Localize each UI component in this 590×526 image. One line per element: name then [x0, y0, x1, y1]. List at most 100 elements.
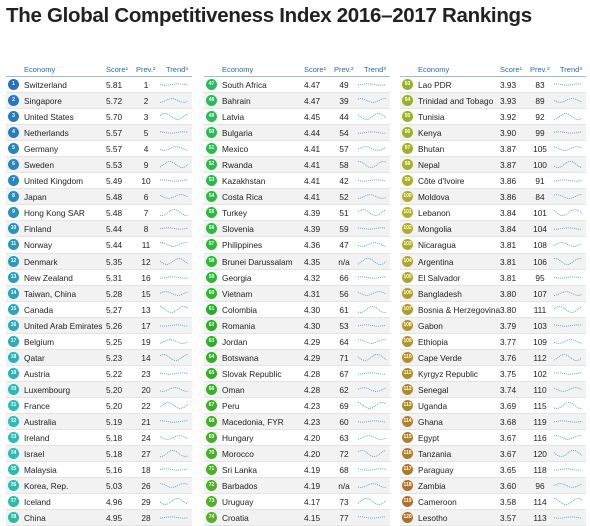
- sparkline-path: [357, 435, 387, 440]
- rank-badge: 96: [402, 127, 413, 139]
- economy: Brunei Darussalam: [222, 256, 293, 267]
- score: 5.25: [106, 336, 123, 347]
- sparkline-path: [357, 483, 387, 489]
- score: 5.57: [106, 144, 123, 155]
- rank-badge: 117: [402, 464, 413, 476]
- sparkline-path: [553, 386, 583, 392]
- economy: Philippines: [222, 240, 263, 251]
- trend-sparkline: [357, 146, 387, 152]
- sparkline-path: [159, 227, 189, 231]
- economy: Tunisia: [418, 112, 445, 123]
- sparkline-path: [553, 161, 583, 169]
- score: 4.39: [304, 224, 321, 235]
- score: 3.93: [500, 80, 517, 90]
- trend-sparkline: [553, 305, 583, 313]
- rank-badge: 105: [402, 271, 413, 283]
- trend-sparkline: [159, 468, 189, 471]
- table-row: 50 Bulgaria 4.44 54: [204, 125, 390, 142]
- rank-badge: 116: [402, 448, 413, 460]
- table-row: 58 Brunei Darussalam 4.35 n/a: [204, 253, 390, 270]
- table-row: 47 South Africa 4.47 49: [204, 77, 390, 94]
- trend-sparkline: [554, 435, 582, 440]
- rank-badge: 54: [206, 191, 217, 203]
- table-row: 23 Ireland 5.18 24: [6, 430, 192, 447]
- sparkline-path: [553, 113, 583, 121]
- rank-badge: 4: [8, 127, 19, 139]
- previous-rank: 112: [533, 352, 547, 363]
- score: 4.17: [304, 497, 321, 508]
- header-cell: Score¹: [106, 65, 129, 74]
- sparkline-path: [553, 242, 583, 248]
- previous-rank: 26: [141, 481, 151, 492]
- economy: Argentina: [418, 256, 454, 267]
- table-row: 72 Barbados 4.19 n/a: [204, 478, 390, 495]
- economy: Latvia: [222, 112, 245, 123]
- table-row: 13 New Zealand 5.31 16: [6, 270, 192, 286]
- table-row: 60 Vietnam 4.31 56: [204, 285, 390, 302]
- rank-badge: 65: [206, 367, 217, 379]
- previous-rank: 116: [533, 433, 547, 444]
- economy: Hong Kong SAR: [24, 208, 85, 219]
- economy: Qatar: [24, 352, 45, 363]
- trend-sparkline: [357, 498, 387, 506]
- economy: Rwanda: [222, 160, 253, 171]
- previous-rank: 113: [533, 513, 547, 524]
- table-row: 117 Paraguay 3.65 118: [400, 462, 586, 479]
- sparkline-path: [159, 516, 189, 519]
- rank-badge: 114: [402, 415, 413, 427]
- sparkline-path: [357, 290, 387, 296]
- sparkline-path: [553, 146, 583, 152]
- rank-badge: 110: [402, 351, 413, 363]
- economy: Finland: [24, 224, 52, 235]
- economy: Israel: [24, 449, 45, 460]
- header-cell: Trend³: [166, 65, 188, 74]
- score: 5.70: [106, 112, 123, 123]
- score: 4.23: [304, 416, 321, 427]
- economy: Ethiopia: [418, 336, 448, 347]
- table-row: 66 Oman 4.28 62: [204, 381, 390, 398]
- table-row: 108 Gabon 3.79 103: [400, 317, 586, 334]
- sparkline-path: [553, 209, 583, 217]
- score: 3.84: [500, 224, 517, 235]
- previous-rank: 66: [339, 272, 349, 283]
- previous-rank: 53: [339, 320, 349, 331]
- trend-sparkline: [553, 275, 583, 279]
- rank-badge: 101: [402, 207, 413, 219]
- economy: Uganda: [418, 400, 448, 411]
- sparkline-path: [553, 450, 583, 458]
- rank-badge: 57: [206, 239, 217, 251]
- table-row: 5 Germany 5.57 4: [6, 141, 192, 158]
- economy: Canada: [24, 304, 54, 315]
- trend-sparkline: [357, 227, 387, 231]
- economy: Morocco: [222, 449, 254, 460]
- sparkline-path: [357, 324, 387, 327]
- sparkline-path: [553, 179, 583, 182]
- rank-badge: 50: [206, 127, 217, 139]
- sparkline-path: [159, 372, 189, 375]
- table-row: 74 Croatia 4.15 77: [204, 510, 390, 526]
- table-row: 48 Bahrain 4.47 39: [204, 93, 390, 110]
- rank-badge: 109: [402, 335, 413, 347]
- table-row: 9 Hong Kong SAR 5.48 7: [6, 205, 192, 222]
- rank-badge: 93: [402, 79, 413, 90]
- sparkline-path: [159, 83, 189, 86]
- sparkline-path: [553, 483, 583, 489]
- sparkline-path: [159, 209, 189, 217]
- rank-badge: 72: [206, 480, 217, 492]
- trend-sparkline: [159, 275, 189, 279]
- sparkline-path: [159, 468, 189, 471]
- table-row: 112 Senegal 3.74 110: [400, 381, 586, 398]
- score: 4.44: [304, 128, 321, 139]
- rank-badge: 53: [206, 175, 217, 187]
- previous-rank: 28: [141, 513, 151, 524]
- score: 4.47: [304, 80, 321, 90]
- trend-sparkline: [159, 209, 189, 217]
- economy: Austria: [24, 368, 50, 379]
- rank-badge: 99: [402, 175, 413, 187]
- score: 3.86: [500, 176, 517, 187]
- trend-sparkline: [159, 498, 189, 506]
- score: 4.31: [304, 288, 321, 299]
- score: 4.19: [304, 465, 321, 476]
- trend-sparkline: [357, 275, 387, 279]
- trend-sparkline: [357, 112, 387, 121]
